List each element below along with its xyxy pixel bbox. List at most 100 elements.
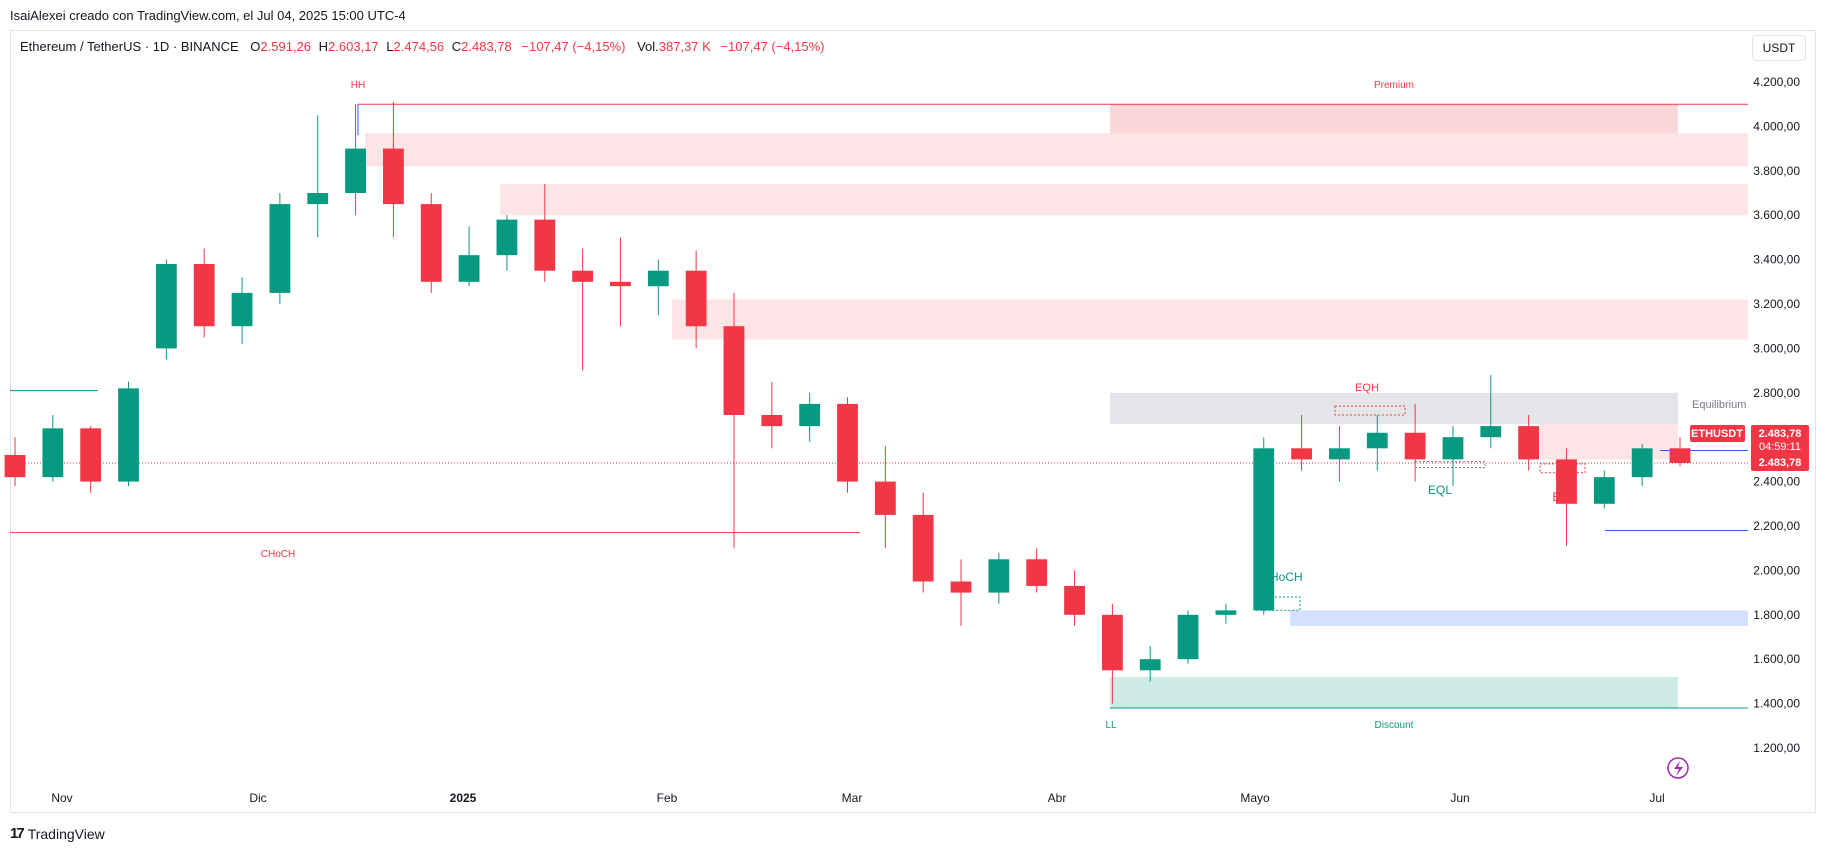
candle-body <box>1518 426 1540 460</box>
candle-body <box>610 281 631 287</box>
candle-body <box>1329 448 1350 460</box>
candle-body <box>1026 559 1048 586</box>
candle-body <box>988 559 1010 593</box>
candle-body <box>155 264 177 349</box>
level-label-hh: HH <box>351 80 365 91</box>
volume-change: −107,47 (−4,15%) <box>720 39 825 54</box>
candle-body <box>1669 448 1691 463</box>
level-label-premium: Premium <box>1374 80 1414 91</box>
eqh-marker <box>1334 405 1406 416</box>
candle-body <box>1064 585 1085 615</box>
candle-body <box>1480 426 1502 438</box>
candle-body <box>950 581 972 593</box>
premium-zone <box>1110 104 1678 134</box>
y-tick-label: 1.600,00 <box>1753 652 1800 666</box>
y-tick-label: 1.800,00 <box>1753 608 1800 622</box>
chart-caption: IsaiAlexei creado con TradingView.com, e… <box>10 8 406 23</box>
low-value: 2.474,56 <box>393 39 445 54</box>
y-tick-label: 2.000,00 <box>1753 563 1800 577</box>
high-label: H <box>318 39 329 54</box>
candle-body <box>118 388 139 482</box>
y-tick-label: 3.400,00 <box>1753 253 1800 267</box>
candle-body <box>420 204 442 282</box>
candle-body <box>1215 610 1237 615</box>
candle-body <box>1177 614 1199 660</box>
last-price-text-2: 2.483,78 <box>1759 457 1802 469</box>
y-tick-label: 2.400,00 <box>1753 475 1800 489</box>
supply-zone <box>672 299 1748 340</box>
x-tick-label: Nov <box>51 791 72 805</box>
last-price-text: 2.483,78 <box>1759 428 1802 440</box>
candle-body <box>42 428 64 478</box>
lightning-icon <box>1667 757 1689 779</box>
symbol-info[interactable]: Ethereum / TetherUS · 1D · BINANCE <box>20 39 239 54</box>
countdown-text: 04:59:11 <box>1759 441 1801 453</box>
candle-body <box>231 292 253 327</box>
supply-zone <box>365 133 1748 167</box>
level-label-equilibrium: Equilibrium <box>1692 399 1746 411</box>
candle-body <box>723 326 745 415</box>
open-label: O <box>250 39 261 54</box>
candle-body <box>1139 659 1161 671</box>
candle-body <box>874 481 896 515</box>
x-tick-label: Dic <box>249 791 266 805</box>
candle-body <box>1404 432 1426 460</box>
candle-body <box>837 403 858 482</box>
brand-name: TradingView <box>27 825 105 842</box>
level-label-choch: CHoCH <box>261 549 295 560</box>
candle-body <box>383 148 404 205</box>
candle-body <box>1253 448 1275 611</box>
symbol-badge-text: ETHUSDT <box>1691 428 1743 440</box>
currency-unit-button[interactable]: USDT <box>1752 35 1806 61</box>
demand-zone-blue <box>1290 610 1748 626</box>
candle-body <box>1556 459 1577 504</box>
open-value: 2.591,26 <box>260 39 312 54</box>
candle-body <box>345 148 366 193</box>
y-tick-label: 1.400,00 <box>1753 697 1800 711</box>
candle-body <box>307 193 329 205</box>
volume-value: 387,37 K <box>658 39 711 54</box>
supply-zone <box>1540 423 1678 460</box>
equilibrium-zone <box>1110 392 1678 424</box>
x-tick-label: Jul <box>1649 791 1664 805</box>
level-label-bos: BOS <box>1552 490 1577 504</box>
candle-body <box>4 454 26 478</box>
change-value: −107,47 (−4,15%) <box>521 39 626 54</box>
level-label-eql: EQL <box>1428 483 1452 497</box>
candle-body <box>534 219 556 271</box>
level-label-choch: CHoCH <box>1261 570 1302 584</box>
candle-body <box>1442 437 1464 460</box>
level-label-discount: Discount <box>1375 720 1414 731</box>
y-tick-label: 3.200,00 <box>1753 297 1800 311</box>
close-label: C <box>451 39 462 54</box>
candle-body <box>1101 614 1123 671</box>
price-badge <box>1751 425 1809 471</box>
candle-body <box>647 270 669 287</box>
low-label: L <box>386 39 394 54</box>
close-value: 2.483,78 <box>461 39 512 54</box>
candle-body <box>1291 448 1312 460</box>
candle-body <box>799 403 821 427</box>
x-tick-label: Jun <box>1450 791 1469 805</box>
supply-zone <box>500 184 1748 216</box>
y-tick-label: 4.000,00 <box>1753 119 1800 133</box>
x-tick-label: Mayo <box>1240 791 1270 805</box>
y-tick-label: 1.200,00 <box>1753 741 1800 755</box>
candle-body <box>496 219 518 256</box>
candle-body <box>458 255 480 282</box>
y-tick-label: 2.800,00 <box>1753 386 1800 400</box>
x-tick-label: 2025 <box>450 791 477 805</box>
candle-body <box>685 270 707 327</box>
x-tick-label: Abr <box>1048 791 1067 805</box>
ohlc-legend: Ethereum / TetherUS · 1D · BINANCE O2.59… <box>20 39 825 54</box>
y-tick-label: 3.800,00 <box>1753 164 1800 178</box>
symbol-badge <box>1690 425 1745 442</box>
y-tick-label: 2.200,00 <box>1753 519 1800 533</box>
high-value: 2.603,17 <box>328 39 379 54</box>
candle-body <box>1631 448 1653 478</box>
volume-label: Vol. <box>637 39 659 54</box>
candle-body <box>269 204 291 293</box>
candle-body <box>193 264 215 327</box>
candle-body <box>1593 477 1615 504</box>
